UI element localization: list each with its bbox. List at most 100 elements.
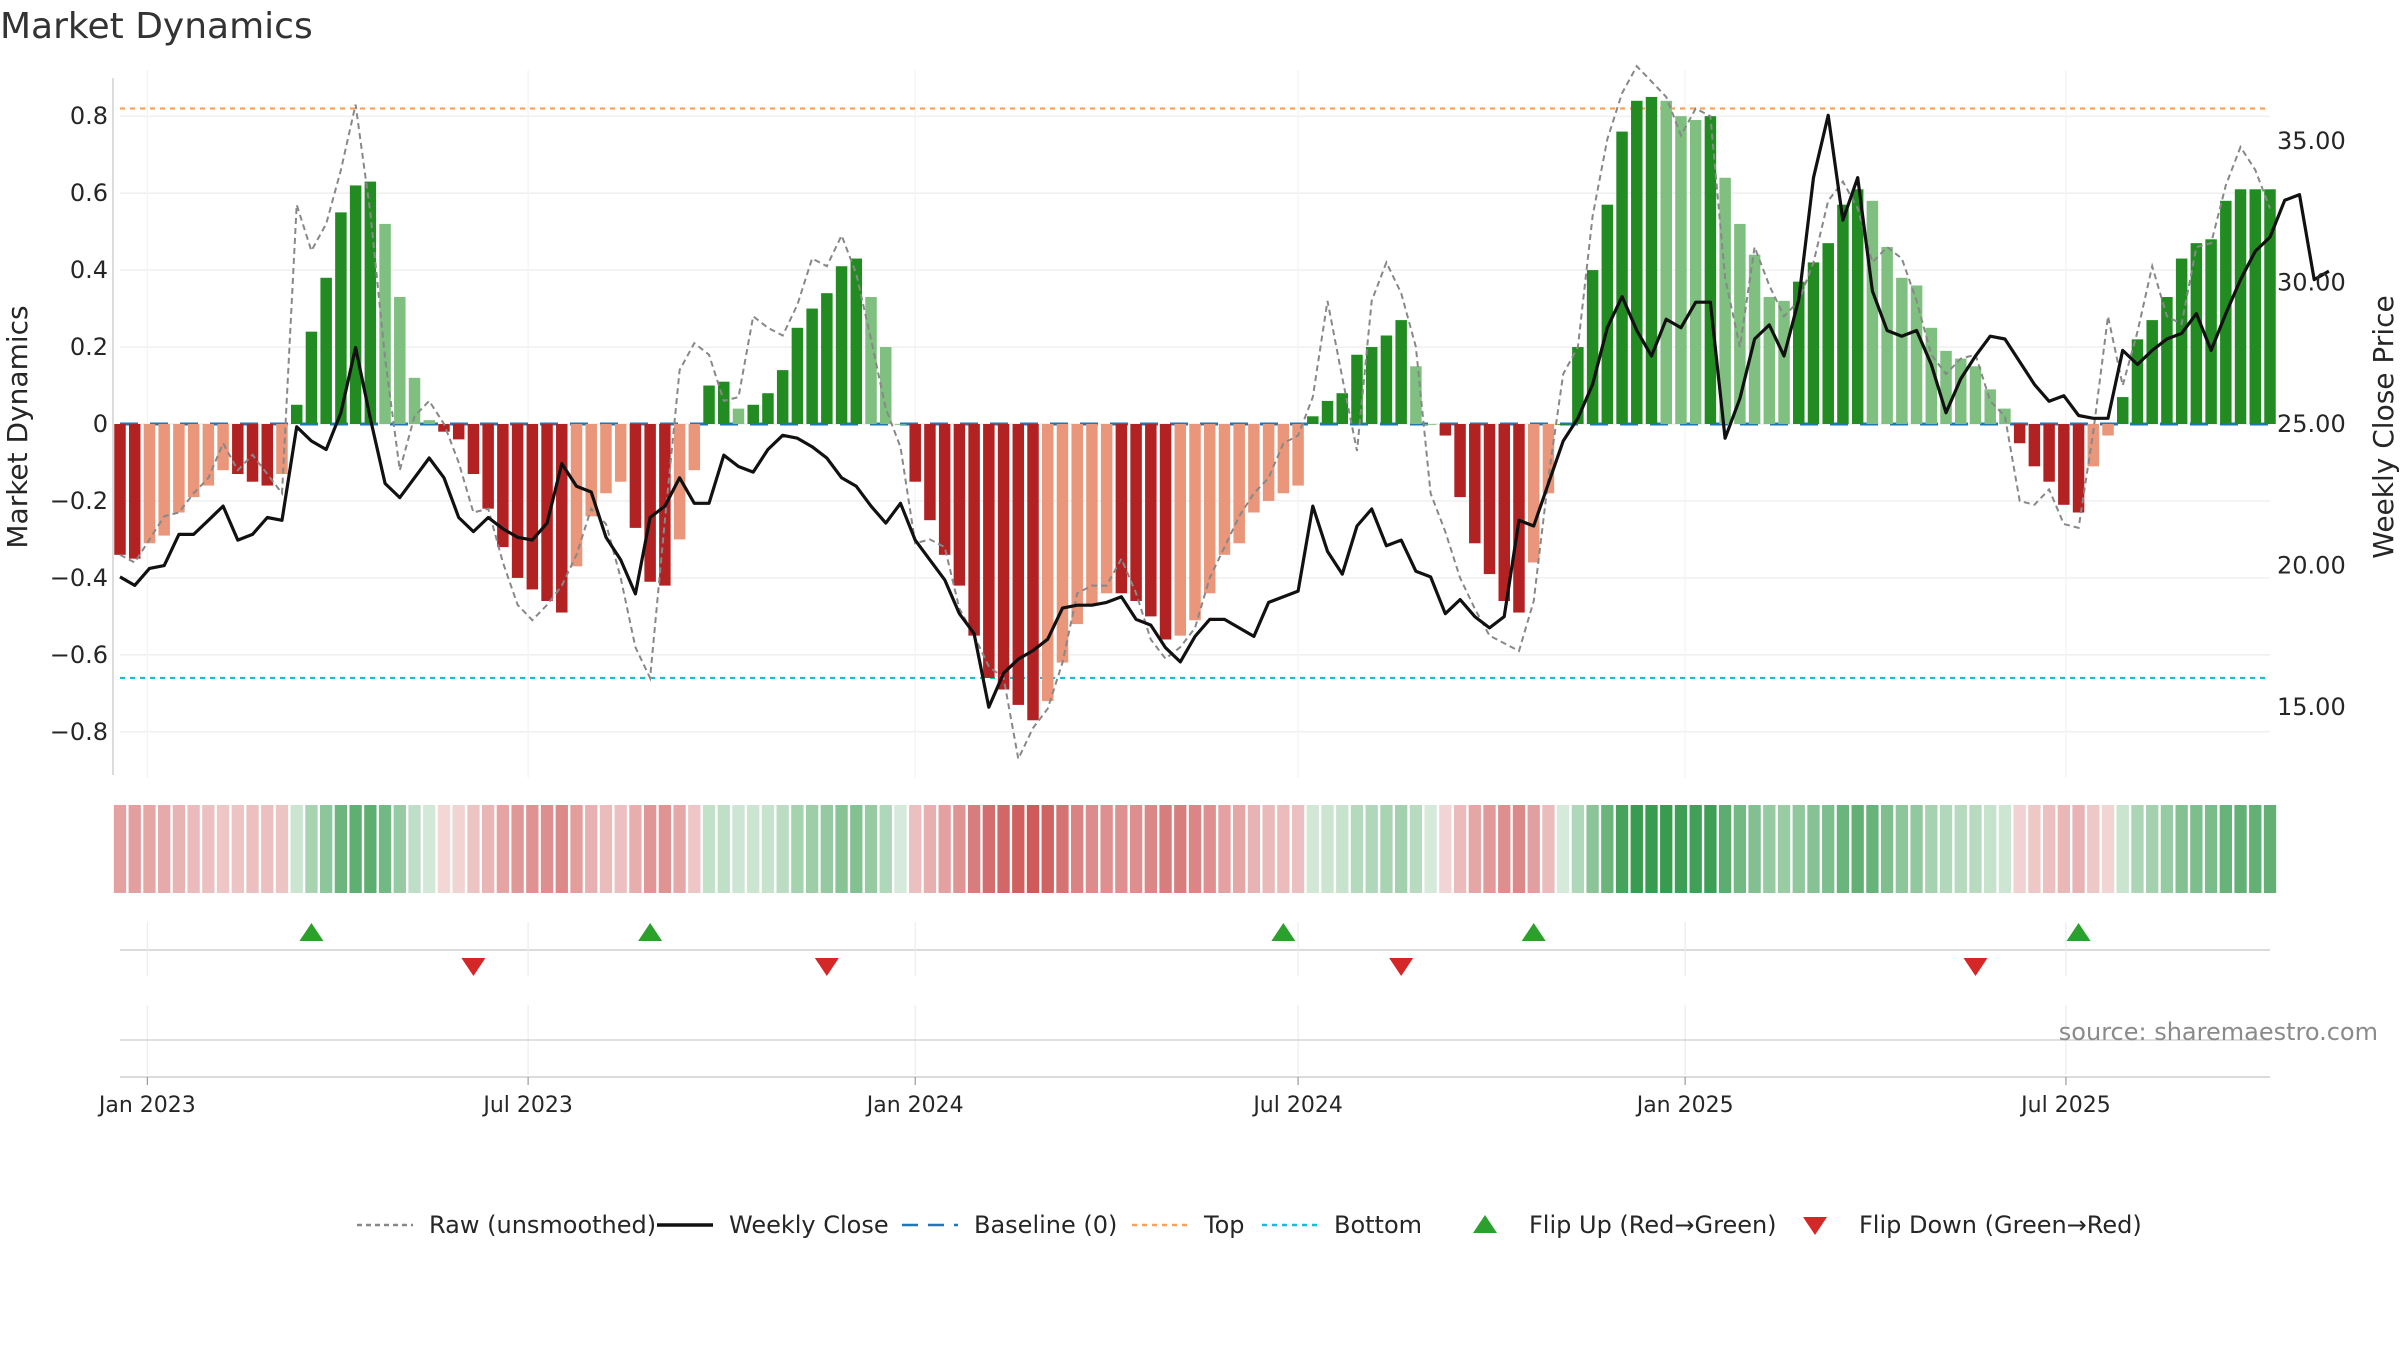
regime-cell: [1395, 805, 1408, 893]
regime-cell: [747, 805, 760, 893]
regime-cell: [894, 805, 907, 893]
dynamics-bar: [217, 424, 229, 471]
regime-cell: [231, 805, 244, 893]
legend-label: Bottom: [1334, 1211, 1422, 1239]
dynamics-bar: [2087, 424, 2100, 467]
flip-down-marker: [1389, 958, 1414, 976]
regime-cell: [776, 805, 789, 893]
regime-cell: [246, 805, 259, 893]
dynamics-bar: [1689, 120, 1702, 425]
regime-cell: [1336, 805, 1349, 893]
regime-cell: [1291, 805, 1305, 893]
legend-swatch: [1803, 1217, 1827, 1235]
dynamics-bar: [570, 424, 583, 567]
dynamics-bar: [1086, 424, 1098, 605]
dynamics-bar: [1955, 358, 1967, 424]
regime-cell: [688, 805, 701, 893]
dynamics-bar: [614, 424, 627, 482]
dynamics-bar: [718, 381, 730, 424]
regime-cell: [761, 805, 775, 893]
dynamics-bar: [1189, 424, 1201, 621]
regime-cell: [1704, 805, 1717, 893]
dynamics-bar: [997, 424, 1010, 690]
dynamics-bar: [600, 424, 612, 494]
dynamics-bar: [173, 424, 185, 513]
right-tick-label: 25.00: [2277, 410, 2346, 438]
flip-up-marker: [638, 923, 663, 941]
regime-cell: [997, 805, 1010, 893]
dynamics-bar: [452, 424, 465, 440]
dynamics-bar: [983, 424, 995, 678]
regime-cell: [643, 805, 657, 893]
dynamics-bar: [1351, 354, 1363, 424]
legend-item-weekly_close: Weekly Close: [657, 1211, 889, 1239]
legend-item-flip_up: Flip Up (Red→Green): [1473, 1211, 1777, 1239]
dynamics-bar: [1601, 204, 1614, 424]
regime-cell: [1453, 805, 1467, 893]
x-tick-label: Jan 2023: [97, 1093, 196, 1118]
regime-cell: [1439, 805, 1452, 893]
regime-cell: [673, 805, 686, 893]
regime-cell: [1218, 805, 1231, 893]
dynamics-bar: [1572, 347, 1584, 424]
dynamics-bar: [261, 424, 274, 486]
dynamics-bar: [1763, 297, 1776, 424]
regime-cell: [732, 805, 745, 893]
regime-cell: [2101, 805, 2115, 893]
x-tick-label: Jul 2023: [481, 1093, 573, 1118]
regime-cell: [2219, 805, 2232, 893]
dynamics-bar: [2175, 258, 2188, 424]
dynamics-bar: [1454, 424, 1466, 498]
dynamics-bar: [909, 424, 921, 482]
dynamics-bar: [1439, 424, 1452, 436]
dynamics-bar: [821, 293, 833, 424]
regime-cell: [1925, 805, 1938, 893]
dynamics-bar: [1896, 277, 1908, 424]
regime-cell: [879, 805, 892, 893]
regime-cell: [820, 805, 834, 893]
dynamics-bar: [1837, 204, 1849, 424]
dynamics-bar: [688, 424, 701, 471]
dynamics-bar: [1616, 131, 1628, 424]
regime-cell: [1689, 805, 1702, 893]
dynamics-bar: [2072, 424, 2085, 513]
regime-cell: [1129, 805, 1143, 893]
regime-cell: [629, 805, 642, 893]
regime-cell: [1350, 805, 1364, 893]
regime-cell: [452, 805, 465, 893]
dynamics-bar: [1586, 270, 1599, 424]
dynamics-bar: [364, 181, 377, 424]
flip-down-marker: [1963, 958, 1988, 976]
regime-cell: [938, 805, 951, 893]
regime-cell: [2204, 805, 2218, 893]
regime-cell: [334, 805, 348, 893]
regime-cell: [1188, 805, 1202, 893]
regime-cell: [2263, 805, 2277, 893]
dynamics-bar: [482, 424, 494, 509]
x-tick-label: Jan 2024: [865, 1093, 964, 1118]
weekly-close-line: [119, 113, 2330, 709]
chart-title: Market Dynamics: [0, 6, 313, 47]
dynamics-bar: [1851, 189, 1864, 424]
dynamics-bar: [1527, 424, 1540, 563]
legend-swatch: [1473, 1215, 1497, 1233]
x-tick-label: Jul 2025: [2019, 1093, 2111, 1118]
regime-cell: [599, 805, 613, 893]
regime-cell: [791, 805, 804, 893]
dynamics-bar: [467, 424, 480, 475]
regime-cell: [1144, 805, 1157, 893]
dynamics-bar: [1056, 424, 1069, 663]
left-tick-label: 0.2: [70, 333, 108, 361]
dynamics-bar: [1631, 100, 1643, 425]
legend-item-top: Top: [1132, 1211, 1245, 1239]
dynamics-bar: [349, 185, 362, 424]
regime-cell: [1012, 805, 1025, 893]
regime-strip: [113, 805, 2277, 893]
dynamics-bar: [394, 297, 406, 424]
regime-cell: [1615, 805, 1629, 893]
dynamics-bar: [1719, 177, 1731, 424]
regime-cell: [1822, 805, 1835, 893]
regime-cell: [923, 805, 937, 893]
dynamics-bar: [865, 297, 877, 424]
